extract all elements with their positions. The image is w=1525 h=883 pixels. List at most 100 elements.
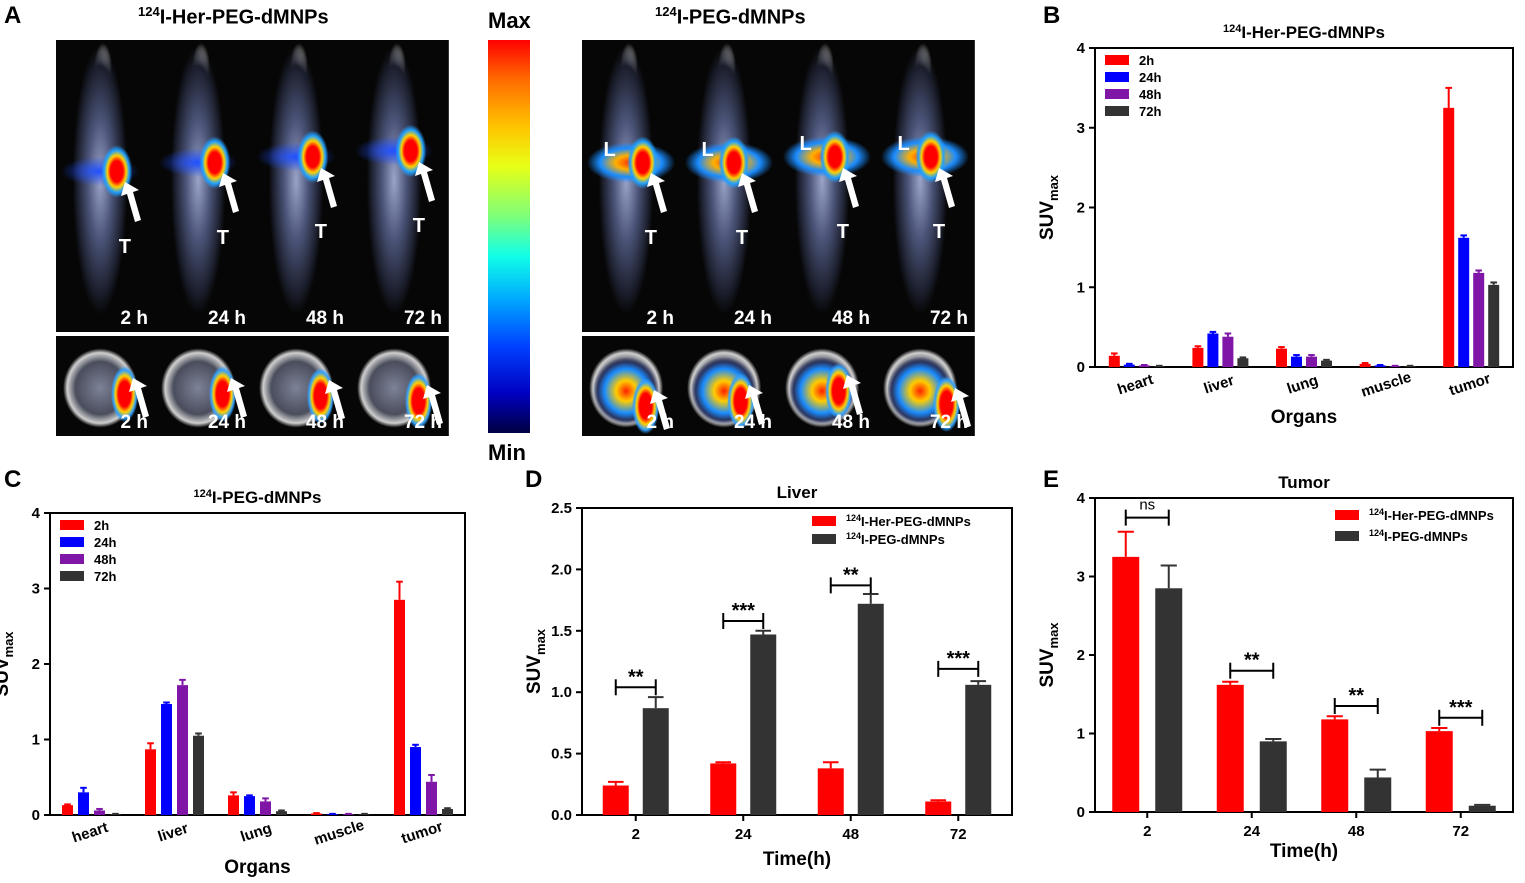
- legend-label: 48h: [1139, 87, 1161, 102]
- bar: [642, 708, 669, 815]
- arrow-icon: [649, 390, 670, 430]
- bar: [1192, 347, 1204, 367]
- legend-label-sup: 124: [1369, 507, 1384, 517]
- legend-label-sup: 124: [1369, 528, 1384, 538]
- scan-time-label: 48 h: [831, 412, 870, 433]
- scan-time-label: 72 h: [403, 412, 442, 433]
- y-axis-label: SUVmax: [1037, 174, 1061, 240]
- bar: [62, 805, 73, 815]
- x-axis-label: Time(h): [763, 849, 831, 870]
- bar: [1443, 107, 1455, 367]
- legend-label-main: I-PEG-dMNPs: [861, 532, 945, 547]
- y-tick-label: 0: [1077, 359, 1085, 376]
- bar: [276, 811, 287, 815]
- chart-c: 124I-PEG-dMNPs 0 1 2 3 4 SUVmax heart liver lung m…: [0, 488, 466, 878]
- bar: [1112, 556, 1140, 812]
- legend-label-sup: 124: [846, 513, 861, 523]
- y-axis-label: SUVmax: [524, 628, 548, 694]
- panel-label-a: A: [4, 2, 22, 29]
- bar: [260, 801, 271, 815]
- significance-label: ***: [732, 600, 756, 622]
- chart-title: 124I-PEG-dMNPs: [194, 488, 322, 507]
- liver-marker: L: [799, 133, 812, 156]
- scan-left-body-4: 72 h T: [350, 40, 449, 332]
- arrow-icon: [950, 388, 971, 428]
- scan-time-label: 72 h: [929, 308, 968, 329]
- y-tick-label: 2.0: [551, 561, 572, 578]
- y-tick-label: 3: [1077, 569, 1085, 586]
- colorbar-max-label: Max: [488, 8, 531, 33]
- y-label-main: SUV: [0, 657, 13, 696]
- significance-label: **: [843, 564, 859, 586]
- scan-time-label: 2 h: [120, 412, 148, 433]
- chart-title-main: I-Her-PEG-dMNPs: [1241, 23, 1385, 42]
- arrow-icon: [744, 385, 765, 425]
- legend-label: 48h: [94, 552, 116, 567]
- bar: [1222, 336, 1234, 367]
- y-tick-label: 2.5: [551, 500, 572, 517]
- chart-title: Liver: [777, 483, 818, 502]
- bar: [145, 749, 156, 815]
- scan-time-label: 2 h: [646, 308, 674, 329]
- scan-right-axial-1: 2 h: [582, 336, 681, 436]
- bar: [78, 792, 89, 815]
- x-tick-label: tumor: [1447, 370, 1493, 399]
- y-label-sub: max: [1, 631, 16, 658]
- arrow-icon: [842, 375, 863, 415]
- bar: [1374, 365, 1386, 367]
- significance-label: **: [1244, 650, 1260, 672]
- tumor-marker: T: [644, 226, 657, 249]
- scan-time-label: 72 h: [929, 412, 968, 433]
- bar: [1123, 364, 1135, 367]
- y-tick-label: 4: [1077, 40, 1086, 57]
- x-tick-label: 24: [1243, 823, 1260, 840]
- tumor-marker: T: [412, 215, 425, 238]
- y-label-sub: max: [533, 628, 548, 655]
- bar: [1321, 719, 1349, 812]
- colorbar: [488, 40, 530, 433]
- legend-swatch: [1105, 72, 1129, 82]
- x-axis-label: Time(h): [1270, 841, 1338, 862]
- x-tick-label: liver: [1202, 372, 1237, 398]
- y-tick-label: 1: [32, 732, 40, 749]
- bar: [1291, 356, 1302, 367]
- bar: [244, 796, 255, 815]
- legend-label-main: I-Her-PEG-dMNPs: [1384, 508, 1494, 523]
- legend-label: 24h: [94, 535, 116, 550]
- liver-marker: L: [701, 139, 714, 162]
- x-tick-label: liver: [156, 820, 191, 846]
- legend-swatch: [60, 554, 84, 564]
- bar: [177, 685, 188, 815]
- bar: [426, 781, 437, 815]
- bar: [925, 801, 952, 815]
- x-tick-label: lung: [1285, 372, 1320, 398]
- tumor-marker: T: [314, 221, 327, 244]
- bar: [602, 785, 629, 815]
- significance-label: **: [1348, 685, 1364, 707]
- bar: [965, 684, 992, 815]
- legend-label: 124I-PEG-dMNPs: [846, 531, 945, 547]
- scan-right-axial-3: 48 h: [778, 336, 877, 436]
- bar: [228, 795, 239, 815]
- significance-label: **: [628, 666, 644, 688]
- x-axis-label: Organs: [224, 857, 291, 878]
- scan-left-body-1: 2 h T: [56, 40, 155, 332]
- tumor-marker: T: [735, 226, 749, 249]
- scan-time-label: 2 h: [120, 308, 148, 329]
- legend-label: 72h: [1139, 104, 1161, 119]
- tumor-marker: T: [932, 221, 946, 244]
- x-tick-label: heart: [1115, 371, 1155, 399]
- arrow-icon: [838, 167, 859, 208]
- y-tick-label: 0.5: [551, 746, 572, 763]
- legend-label: 124I-Her-PEG-dMNPs: [1369, 507, 1494, 523]
- x-tick-label: 48: [842, 826, 859, 843]
- bar: [161, 704, 172, 815]
- legend-swatch: [60, 537, 84, 547]
- x-tick-label: heart: [70, 819, 110, 847]
- scan-left-body-3: 48 h T: [252, 40, 351, 332]
- arrow-icon: [422, 385, 443, 425]
- scan-right-body-4: 72 h T L: [876, 40, 975, 332]
- y-label-main: SUV: [1037, 201, 1058, 240]
- arrow-icon: [128, 378, 149, 418]
- x-tick-label: 72: [950, 826, 967, 843]
